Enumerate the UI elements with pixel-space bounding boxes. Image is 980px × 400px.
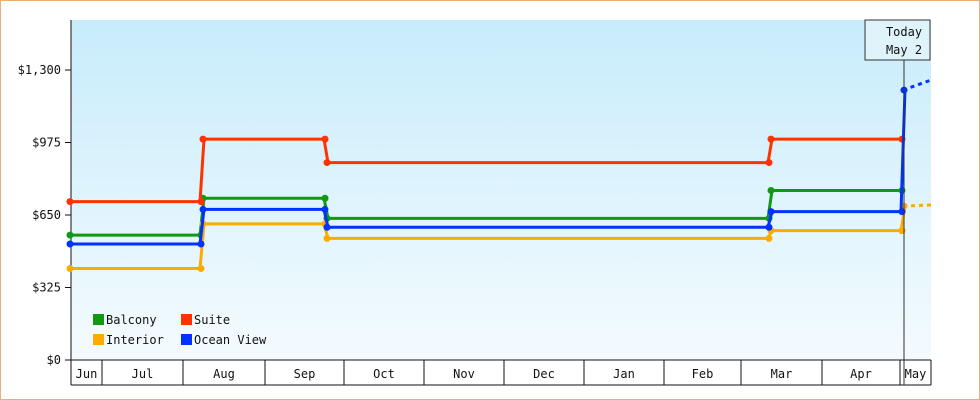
projection-line [902, 78, 932, 92]
data-point [765, 234, 773, 242]
data-point [765, 159, 773, 167]
data-point [767, 135, 775, 143]
y-tick-label: $325 [32, 281, 61, 295]
today-marker: Today May 2 [864, 19, 931, 385]
data-point [66, 198, 74, 206]
y-tick-label: $1,300 [18, 63, 61, 77]
data-point [199, 135, 207, 143]
month-label: Nov [453, 367, 475, 381]
data-point [197, 198, 205, 206]
month-label: Dec [533, 367, 555, 381]
month-label: Jan [613, 367, 635, 381]
today-date: May 2 [886, 43, 922, 57]
legend-label: Interior [106, 333, 164, 347]
legend-label: Balcony [106, 313, 157, 327]
legend-swatch [181, 334, 192, 345]
month-label: Aug [213, 367, 235, 381]
data-point [765, 223, 773, 231]
legend-swatch [93, 314, 104, 325]
data-point [66, 231, 74, 239]
month-label: Apr [850, 367, 872, 381]
x-axis-months: Jun Jul Aug Sep Oct Nov Dec Jan Feb Mar Apr May [70, 360, 932, 386]
month-label: May [905, 367, 927, 381]
data-point [321, 205, 329, 213]
data-point [767, 208, 775, 216]
data-point [197, 265, 205, 273]
month-label: Mar [771, 367, 793, 381]
series-layer [66, 78, 932, 273]
data-point [323, 234, 331, 242]
data-point [199, 205, 207, 213]
today-box [864, 19, 931, 61]
y-tick-label: $650 [32, 208, 61, 222]
data-point [66, 240, 74, 248]
y-tick-label: $0 [47, 353, 61, 367]
legend-label: Ocean View [194, 333, 267, 347]
legend-label: Suite [194, 313, 230, 327]
legend-swatch [93, 334, 104, 345]
data-point [767, 186, 775, 194]
legend: Balcony Suite Interior Ocean View [93, 313, 267, 347]
y-ticks: $0 $325 $650 $975 $1,300 [18, 63, 71, 367]
month-label: Jun [76, 367, 98, 381]
month-label: Sep [294, 367, 316, 381]
month-label: Oct [373, 367, 395, 381]
y-tick-label: $975 [32, 136, 61, 150]
today-label: Today [886, 25, 922, 39]
legend-swatch [181, 314, 192, 325]
data-point [323, 223, 331, 231]
data-point [321, 135, 329, 143]
data-point [66, 265, 74, 273]
month-label: Feb [692, 367, 714, 381]
data-point [197, 240, 205, 248]
data-point [323, 159, 331, 167]
data-point [321, 194, 329, 202]
month-label: Jul [132, 367, 154, 381]
